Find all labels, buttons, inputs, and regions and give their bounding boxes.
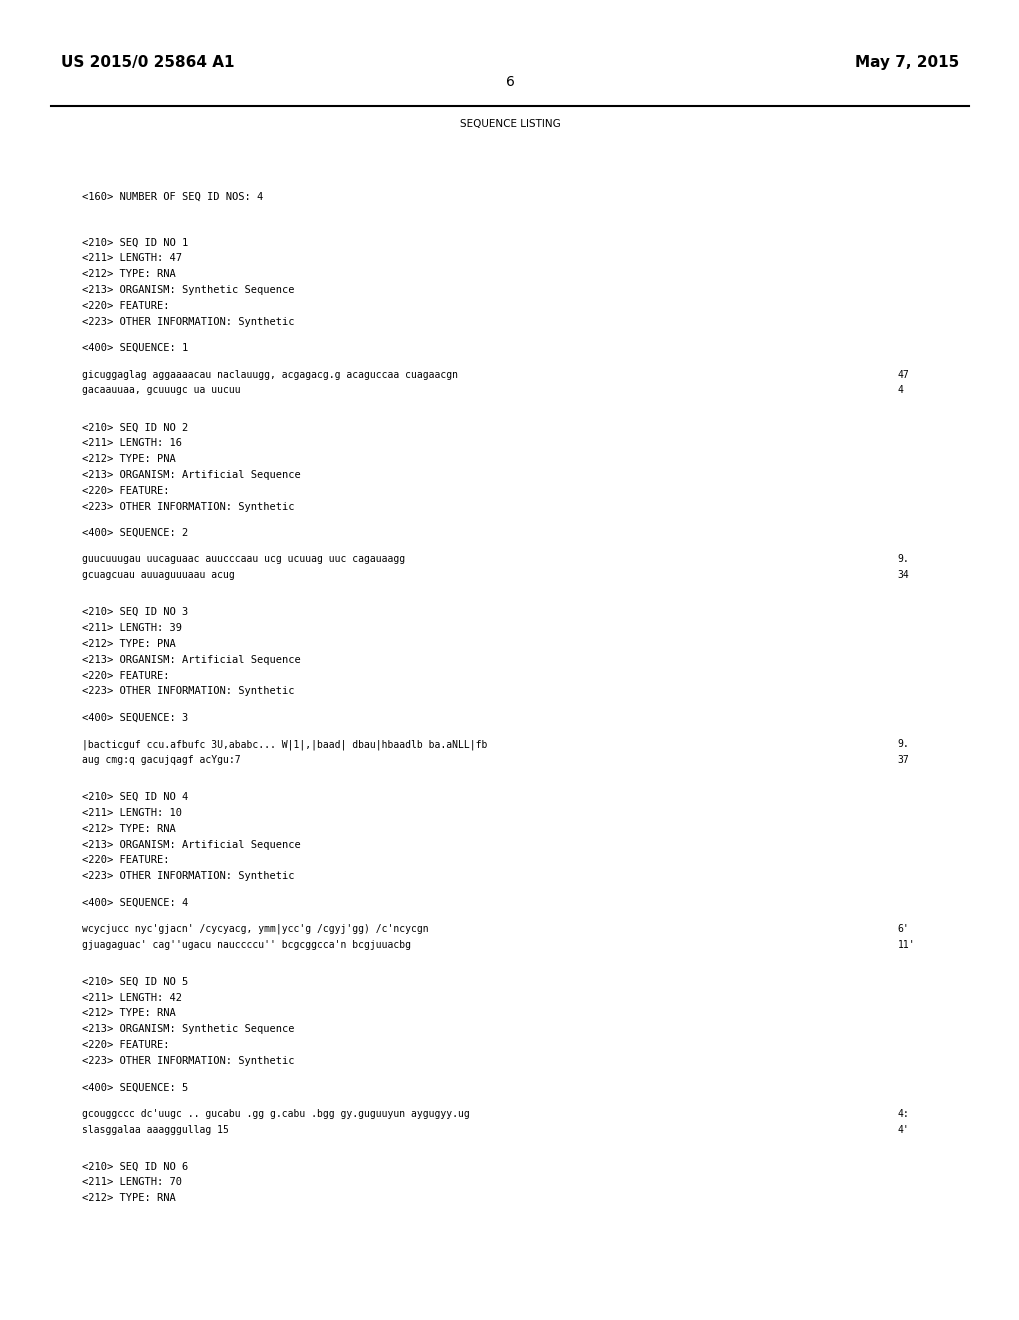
Text: 11': 11' <box>897 940 914 950</box>
Text: <212> TYPE: RNA: <212> TYPE: RNA <box>82 1193 175 1204</box>
Text: <212> TYPE: PNA: <212> TYPE: PNA <box>82 639 175 649</box>
Text: <211> LENGTH: 42: <211> LENGTH: 42 <box>82 993 181 1003</box>
Text: aug cmg:q gacujqagf acYgu:7: aug cmg:q gacujqagf acYgu:7 <box>82 755 240 766</box>
Text: <211> LENGTH: 47: <211> LENGTH: 47 <box>82 253 181 264</box>
Text: <400> SEQUENCE: 3: <400> SEQUENCE: 3 <box>82 713 187 723</box>
Text: gcouggccc dc'uugc .. gucabu .gg g.cabu .bgg gy.guguuyun aygugyy.ug: gcouggccc dc'uugc .. gucabu .gg g.cabu .… <box>82 1109 469 1119</box>
Text: US 2015/0 25864 A1: US 2015/0 25864 A1 <box>61 55 234 70</box>
Text: guucuuugau uucaguaac auucccaau ucg ucuuag uuc cagauaagg: guucuuugau uucaguaac auucccaau ucg ucuua… <box>82 554 405 565</box>
Text: <400> SEQUENCE: 2: <400> SEQUENCE: 2 <box>82 528 187 539</box>
Text: gicuggaglag aggaaaacau naclauugg, acgagacg.g acaguccaa cuagaacgn: gicuggaglag aggaaaacau naclauugg, acgaga… <box>82 370 458 380</box>
Text: wcycjucc nyc'gjacn' /cycyacg, ymm|ycc'g /cgyj'gg) /c'ncycgn: wcycjucc nyc'gjacn' /cycyacg, ymm|ycc'g … <box>82 924 428 935</box>
Text: <210> SEQ ID NO 6: <210> SEQ ID NO 6 <box>82 1162 187 1172</box>
Text: <212> TYPE: RNA: <212> TYPE: RNA <box>82 269 175 280</box>
Text: <211> LENGTH: 10: <211> LENGTH: 10 <box>82 808 181 818</box>
Text: May 7, 2015: May 7, 2015 <box>854 55 958 70</box>
Text: <213> ORGANISM: Artificial Sequence: <213> ORGANISM: Artificial Sequence <box>82 655 300 665</box>
Text: gacaauuaa, gcuuugc ua uucuu: gacaauuaa, gcuuugc ua uucuu <box>82 385 240 396</box>
Text: <223> OTHER INFORMATION: Synthetic: <223> OTHER INFORMATION: Synthetic <box>82 317 293 327</box>
Text: <400> SEQUENCE: 5: <400> SEQUENCE: 5 <box>82 1082 187 1093</box>
Text: <212> TYPE: RNA: <212> TYPE: RNA <box>82 1008 175 1019</box>
Text: <220> FEATURE:: <220> FEATURE: <box>82 486 169 496</box>
Text: gjuagaguac' cag''ugacu nauccccu'' bcgcggcca'n bcgjuuacbg: gjuagaguac' cag''ugacu nauccccu'' bcgcgg… <box>82 940 411 950</box>
Text: <210> SEQ ID NO 1: <210> SEQ ID NO 1 <box>82 238 187 248</box>
Text: <160> NUMBER OF SEQ ID NOS: 4: <160> NUMBER OF SEQ ID NOS: 4 <box>82 191 263 202</box>
Text: <223> OTHER INFORMATION: Synthetic: <223> OTHER INFORMATION: Synthetic <box>82 1056 293 1067</box>
Text: <210> SEQ ID NO 3: <210> SEQ ID NO 3 <box>82 607 187 618</box>
Text: <220> FEATURE:: <220> FEATURE: <box>82 671 169 681</box>
Text: 6: 6 <box>505 75 514 90</box>
Text: gcuagcuau auuaguuuaau acug: gcuagcuau auuaguuuaau acug <box>82 570 234 581</box>
Text: <213> ORGANISM: Artificial Sequence: <213> ORGANISM: Artificial Sequence <box>82 840 300 850</box>
Text: <210> SEQ ID NO 5: <210> SEQ ID NO 5 <box>82 977 187 987</box>
Text: 4:: 4: <box>897 1109 909 1119</box>
Text: 34: 34 <box>897 570 909 581</box>
Text: 37: 37 <box>897 755 909 766</box>
Text: <211> LENGTH: 16: <211> LENGTH: 16 <box>82 438 181 449</box>
Text: <211> LENGTH: 70: <211> LENGTH: 70 <box>82 1177 181 1188</box>
Text: <212> TYPE: PNA: <212> TYPE: PNA <box>82 454 175 465</box>
Text: <400> SEQUENCE: 4: <400> SEQUENCE: 4 <box>82 898 187 908</box>
Text: <220> FEATURE:: <220> FEATURE: <box>82 1040 169 1051</box>
Text: 4: 4 <box>897 385 903 396</box>
Text: <220> FEATURE:: <220> FEATURE: <box>82 855 169 866</box>
Text: <213> ORGANISM: Synthetic Sequence: <213> ORGANISM: Synthetic Sequence <box>82 285 293 296</box>
Text: 47: 47 <box>897 370 909 380</box>
Text: <400> SEQUENCE: 1: <400> SEQUENCE: 1 <box>82 343 187 354</box>
Text: |bacticguf ccu.afbufc 3U,ababc... W|1|,|baad| dbau|hbaadlb ba.aNLL|fb: |bacticguf ccu.afbufc 3U,ababc... W|1|,|… <box>82 739 486 750</box>
Text: <213> ORGANISM: Synthetic Sequence: <213> ORGANISM: Synthetic Sequence <box>82 1024 293 1035</box>
Text: <212> TYPE: RNA: <212> TYPE: RNA <box>82 824 175 834</box>
Text: <223> OTHER INFORMATION: Synthetic: <223> OTHER INFORMATION: Synthetic <box>82 502 293 512</box>
Text: <223> OTHER INFORMATION: Synthetic: <223> OTHER INFORMATION: Synthetic <box>82 686 293 697</box>
Text: <223> OTHER INFORMATION: Synthetic: <223> OTHER INFORMATION: Synthetic <box>82 871 293 882</box>
Text: 9.: 9. <box>897 739 909 750</box>
Text: <211> LENGTH: 39: <211> LENGTH: 39 <box>82 623 181 634</box>
Text: <210> SEQ ID NO 2: <210> SEQ ID NO 2 <box>82 422 187 433</box>
Text: 4': 4' <box>897 1125 909 1135</box>
Text: <220> FEATURE:: <220> FEATURE: <box>82 301 169 312</box>
Text: <210> SEQ ID NO 4: <210> SEQ ID NO 4 <box>82 792 187 803</box>
Text: 6': 6' <box>897 924 909 935</box>
Text: 9.: 9. <box>897 554 909 565</box>
Text: SEQUENCE LISTING: SEQUENCE LISTING <box>460 119 559 129</box>
Text: slasggalaa aaagggullag 15: slasggalaa aaagggullag 15 <box>82 1125 228 1135</box>
Text: <213> ORGANISM: Artificial Sequence: <213> ORGANISM: Artificial Sequence <box>82 470 300 480</box>
